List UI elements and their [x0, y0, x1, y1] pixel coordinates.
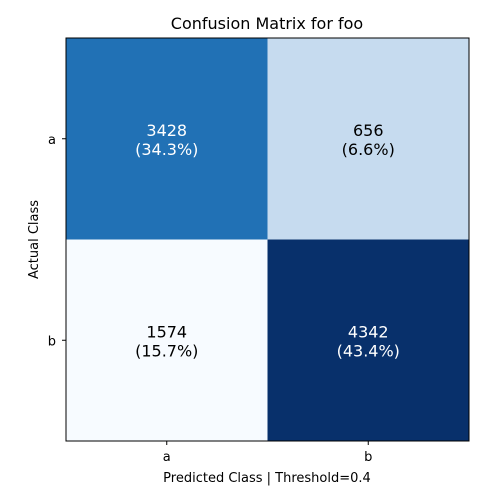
chart-title: Confusion Matrix for foo	[171, 14, 363, 33]
y-tick-label: a	[48, 133, 56, 148]
y-tick-label: b	[48, 334, 56, 349]
plot-frame	[65, 37, 470, 442]
y-axis-label: Actual Class	[27, 200, 42, 279]
cell-count-label: 1574	[146, 322, 187, 341]
axis-ticks: a b a b	[48, 133, 373, 465]
cell-count-label: 3428	[146, 121, 187, 140]
x-axis-label: Predicted Class | Threshold=0.4	[163, 471, 371, 486]
cell-percent-label: (6.6%)	[342, 140, 395, 159]
cell-count-label: 656	[353, 121, 384, 140]
heatmap-cells	[66, 38, 469, 441]
x-tick-label: b	[364, 450, 372, 465]
cell-percent-label: (34.3%)	[135, 140, 198, 159]
heatmap-cell-labels: 3428(34.3%) 656(6.6%) 1574(15.7%) 4342(43.4…	[135, 121, 400, 361]
heatmap-cell-b-a	[66, 239, 268, 441]
cell-percent-label: (15.7%)	[135, 341, 198, 360]
heatmap-cell-a-b	[267, 38, 469, 240]
heatmap-cell-b-b	[267, 239, 469, 441]
cell-percent-label: (43.4%)	[337, 341, 400, 360]
heatmap-cell-a-a	[66, 38, 268, 240]
x-tick-label: a	[163, 450, 171, 465]
cell-count-label: 4342	[348, 322, 389, 341]
